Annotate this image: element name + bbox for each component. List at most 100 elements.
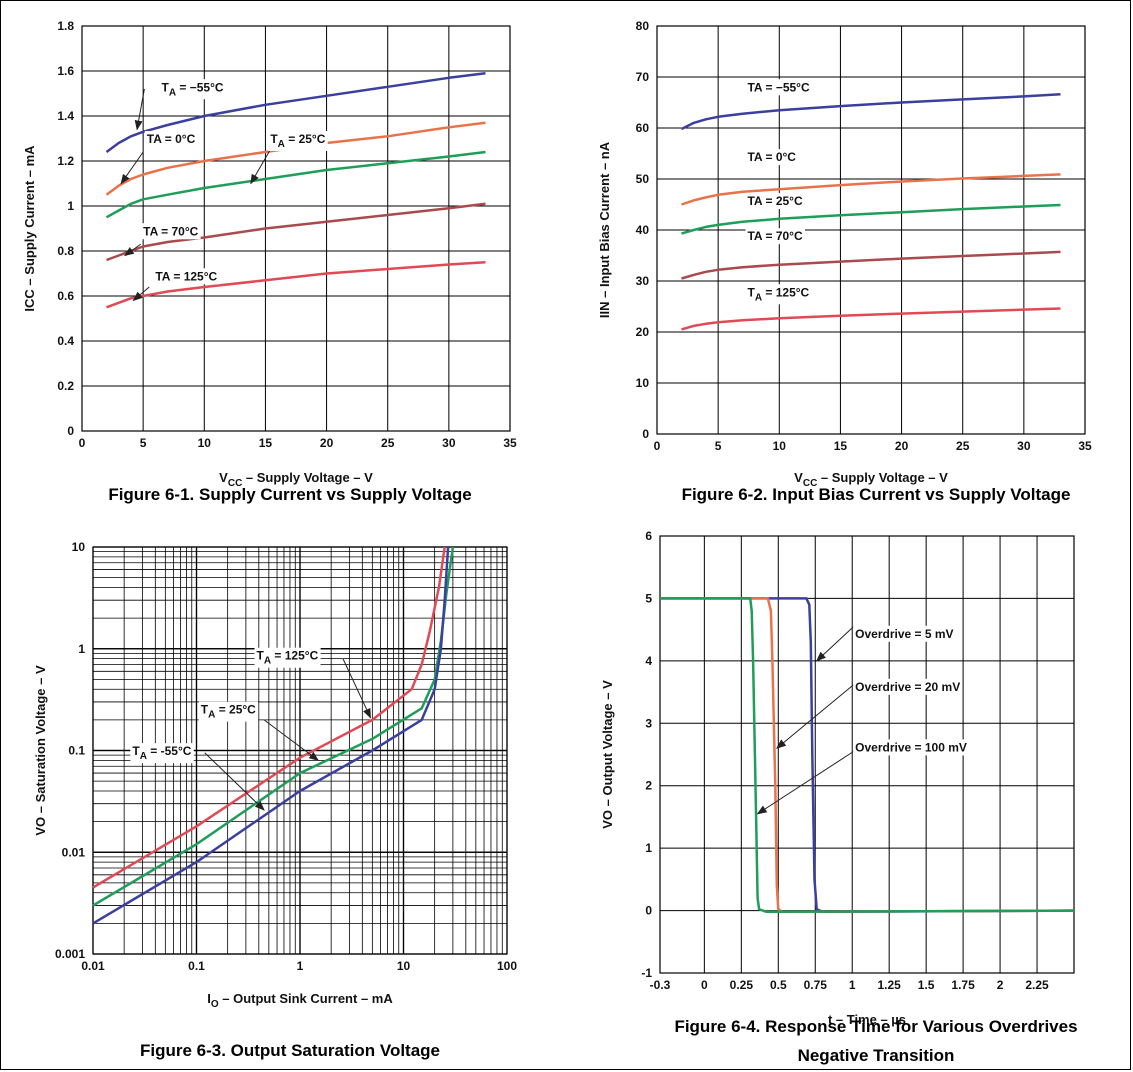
x-tick-label: -0.3: [650, 978, 671, 992]
y-tick-label: 30: [636, 274, 650, 288]
x-tick-label: 0.1: [188, 959, 205, 973]
x-tick-label: 0: [654, 439, 661, 453]
fig2-y-axis-label: IIN – Input Bias Current – nA: [597, 141, 612, 318]
x-tick-label: 30: [442, 436, 456, 450]
y-tick-label: 1.2: [57, 154, 74, 168]
y-tick-label: 6: [645, 529, 652, 543]
series-line-4: [682, 309, 1061, 330]
y-tick-label: -1: [641, 966, 652, 980]
fig4-caption-line2: Negative Transition: [798, 1046, 955, 1065]
x-tick-label: 10: [773, 439, 787, 453]
y-tick-label: 80: [636, 19, 650, 33]
y-tick-label: 0.4: [57, 334, 74, 348]
x-tick-label: 15: [259, 436, 273, 450]
y-tick-label: 0.8: [57, 244, 74, 258]
annotation-arrow: [133, 287, 149, 301]
y-tick-label: 0.1: [68, 744, 85, 758]
annotation-label: TA = −55°C: [747, 80, 809, 94]
x-tick-label: 30: [1017, 439, 1031, 453]
x-tick-label: 25: [381, 436, 395, 450]
annotation-label: Overdrive = 5 mV: [855, 627, 953, 641]
y-tick-label: 1: [78, 642, 85, 656]
fig4-chart: -0.3 0 0.25 0.5 0.75 1 1.25 1.5 1.75 2 2.25 -1 0 1 2 3 4…: [600, 529, 1078, 1065]
x-tick-label: 10: [397, 959, 411, 973]
x-tick-label: 35: [1078, 439, 1092, 453]
y-tick-label: 1.4: [57, 109, 74, 123]
y-tick-label: 0.01: [62, 845, 86, 859]
annotation-arrow: [817, 627, 854, 661]
x-tick-label: 25: [956, 439, 970, 453]
y-tick-label: 4: [645, 654, 652, 668]
x-tick-label: 1: [297, 959, 304, 973]
x-tick-label: 1.75: [951, 978, 975, 992]
fig1-chart: 0 5 10 15 20 25 30 35 0 0.2 0.4 0.6 0.8 1 1.2 1.4 1.6 1.8…: [22, 19, 517, 504]
x-tick-label: 1: [849, 978, 856, 992]
x-tick-label: 0: [79, 436, 86, 450]
fig3-caption: Figure 6-3. Output Saturation Voltage: [140, 1041, 440, 1060]
annotation-arrow: [125, 244, 141, 255]
y-tick-label: 0.001: [55, 947, 85, 961]
x-tick-label: 5: [715, 439, 722, 453]
annotation-label: Overdrive = 20 mV: [855, 680, 960, 694]
fig1-caption: Figure 6-1. Supply Current vs Supply Vol…: [108, 485, 471, 504]
annotation-arrow: [343, 659, 371, 718]
fig3-chart: 0.01 0.1 1 10 1000.0010.010.1110IO – Output …: [33, 540, 517, 1060]
y-tick-label: 60: [636, 121, 650, 135]
y-tick-label: 1.8: [57, 19, 74, 33]
fig3-y-axis-label: VO – Saturation Voltage – V: [33, 665, 48, 836]
series-line-2: [682, 205, 1061, 234]
y-tick-label: 1: [645, 841, 652, 855]
fig2-caption: Figure 6-2. Input Bias Current vs Supply…: [682, 485, 1071, 504]
annotation-label: TA = 70°C: [143, 224, 198, 238]
x-tick-label: 100: [497, 959, 517, 973]
annotation-label: TA = 70°C: [747, 229, 802, 243]
series-line-2: [107, 152, 486, 217]
x-tick-label: 5: [140, 436, 147, 450]
series-line-0: [682, 94, 1061, 129]
y-tick-label: 1: [67, 199, 74, 213]
x-tick-label: 0.5: [770, 978, 787, 992]
x-tick-label: 0.01: [81, 959, 105, 973]
x-tick-label: 2.25: [1025, 978, 1049, 992]
x-tick-label: 20: [320, 436, 334, 450]
y-tick-label: 0: [67, 424, 74, 438]
fig4-caption: Figure 6-4. Response Time for Various Ov…: [674, 1017, 1077, 1036]
series-line-2: [93, 547, 448, 923]
annotation-arrow: [264, 720, 318, 760]
y-tick-label: 0.2: [57, 379, 74, 393]
fig2-grid: [657, 26, 1085, 434]
x-tick-label: 35: [503, 436, 517, 450]
annotation-arrow: [758, 751, 854, 813]
y-tick-label: 40: [636, 223, 650, 237]
y-tick-label: 0: [645, 904, 652, 918]
x-tick-label: 2: [997, 978, 1004, 992]
annotation-label: TA = 125°C: [155, 269, 217, 283]
y-tick-label: 3: [645, 716, 652, 730]
annotation-label: TA = 0°C: [747, 150, 796, 164]
y-tick-label: 20: [636, 325, 650, 339]
series-line-3: [682, 252, 1061, 279]
y-tick-label: 0: [642, 427, 649, 441]
y-tick-label: 50: [636, 172, 650, 186]
fig3-x-axis-label: IO – Output Sink Current – mA: [207, 991, 393, 1010]
x-tick-label: 0: [701, 978, 708, 992]
x-tick-label: 1.25: [877, 978, 901, 992]
x-tick-label: 0.75: [804, 978, 828, 992]
y-tick-label: 10: [72, 540, 86, 554]
annotation-label: Overdrive = 100 mV: [855, 740, 967, 754]
y-tick-label: 70: [636, 70, 650, 84]
fig4-y-axis-label: VO – Output Voltage – V: [600, 680, 615, 829]
x-tick-label: 0.25: [730, 978, 754, 992]
y-tick-label: 10: [636, 376, 650, 390]
annotation-label: TA = 25°C: [747, 194, 802, 208]
x-tick-label: 1.5: [918, 978, 935, 992]
annotation-label: TA = 0°C: [147, 132, 196, 146]
x-tick-label: 10: [198, 436, 212, 450]
y-tick-label: 0.6: [57, 289, 74, 303]
x-tick-label: 20: [895, 439, 909, 453]
x-tick-label: 15: [834, 439, 848, 453]
y-tick-label: 1.6: [57, 64, 74, 78]
fig1-y-axis-label: ICC – Supply Current – mA: [22, 145, 37, 312]
y-tick-label: 2: [645, 779, 652, 793]
